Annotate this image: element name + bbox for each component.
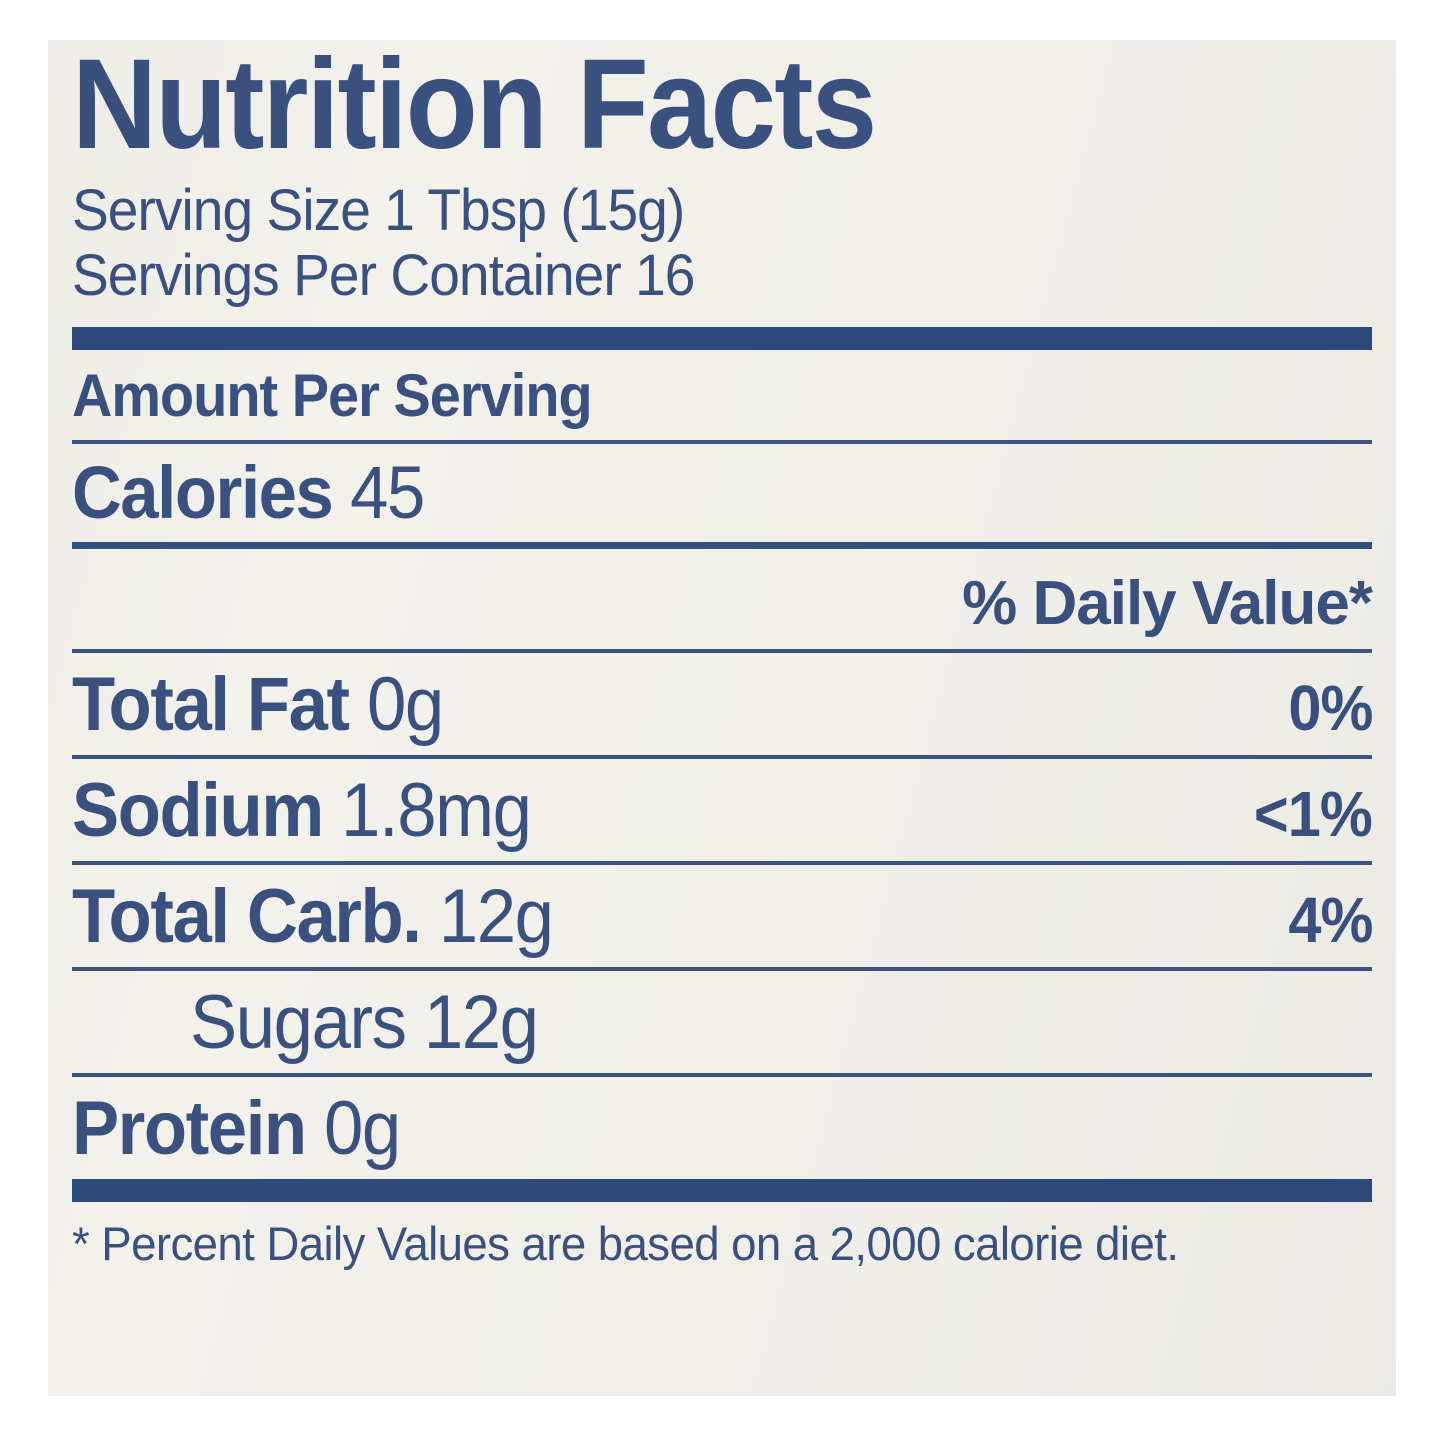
nutrient-label: Total Fat xyxy=(72,662,350,747)
nutrient-label: Sodium xyxy=(72,768,324,853)
nutrient-label: Total Carb. xyxy=(72,874,422,959)
nutrient-name-sodium: Sodium 1.8mg xyxy=(72,768,532,853)
nutrient-amount: 12g xyxy=(423,980,539,1065)
page-title: Nutrition Facts xyxy=(72,33,877,176)
divider-thin-total-carb xyxy=(72,967,1372,971)
nutrient-row-total-carb: Total Carb. 12g 4% xyxy=(72,865,1373,967)
divider-thin-sodium xyxy=(72,861,1372,865)
nutrient-dv-sodium: <1% xyxy=(1254,778,1373,850)
divider-thin-sugars xyxy=(72,1073,1372,1077)
nutrient-label: Protein xyxy=(72,1086,307,1171)
nutrient-amount: 1.8mg xyxy=(341,768,532,853)
nutrient-amount: 0g xyxy=(366,662,444,747)
footnote-text: * Percent Daily Values are based on a 2,… xyxy=(72,1217,1179,1270)
nutrient-label: Sugars xyxy=(190,980,407,1065)
nutrient-name-protein: Protein 0g xyxy=(72,1086,401,1171)
nutrient-dv-total-carb: 4% xyxy=(1287,884,1373,956)
nutrient-name-total-fat: Total Fat 0g xyxy=(72,662,444,747)
nutrition-facts-label: Nutrition Facts Serving Size 1 Tbsp (15g… xyxy=(48,40,1396,1396)
nutrient-row-total-fat: Total Fat 0g 0% xyxy=(72,653,1373,755)
divider-medium-calories xyxy=(72,542,1372,549)
calories-row: Calories 45 xyxy=(72,444,1281,542)
nutrient-name-sugars: Sugars 12g xyxy=(190,980,539,1065)
nutrient-row-protein: Protein 0g xyxy=(72,1077,1372,1179)
nutrient-row-sugars: Sugars 12g xyxy=(72,971,1372,1073)
servings-per-container-text: Servings Per Container 16 xyxy=(72,243,695,308)
divider-thin-total-fat xyxy=(72,755,1372,759)
nutrient-row-sodium: Sodium 1.8mg <1% xyxy=(72,759,1373,861)
serving-size-text: Serving Size 1 Tbsp (15g) xyxy=(72,178,685,243)
calories-value: 45 xyxy=(350,451,425,534)
nutrient-amount: 0g xyxy=(323,1086,401,1171)
nutrient-name-total-carb: Total Carb. 12g xyxy=(72,874,554,959)
divider-thin-dv xyxy=(72,649,1372,653)
divider-thick-bottom xyxy=(72,1179,1372,1202)
divider-thick-top xyxy=(72,327,1372,350)
nutrient-dv-total-fat: 0% xyxy=(1287,672,1373,744)
divider-thin-amount xyxy=(72,440,1372,444)
calories-label: Calories xyxy=(72,451,334,534)
daily-value-header: % Daily Value* xyxy=(962,569,1373,638)
amount-per-serving-heading: Amount Per Serving xyxy=(72,362,593,429)
nutrient-amount: 12g xyxy=(438,874,554,959)
